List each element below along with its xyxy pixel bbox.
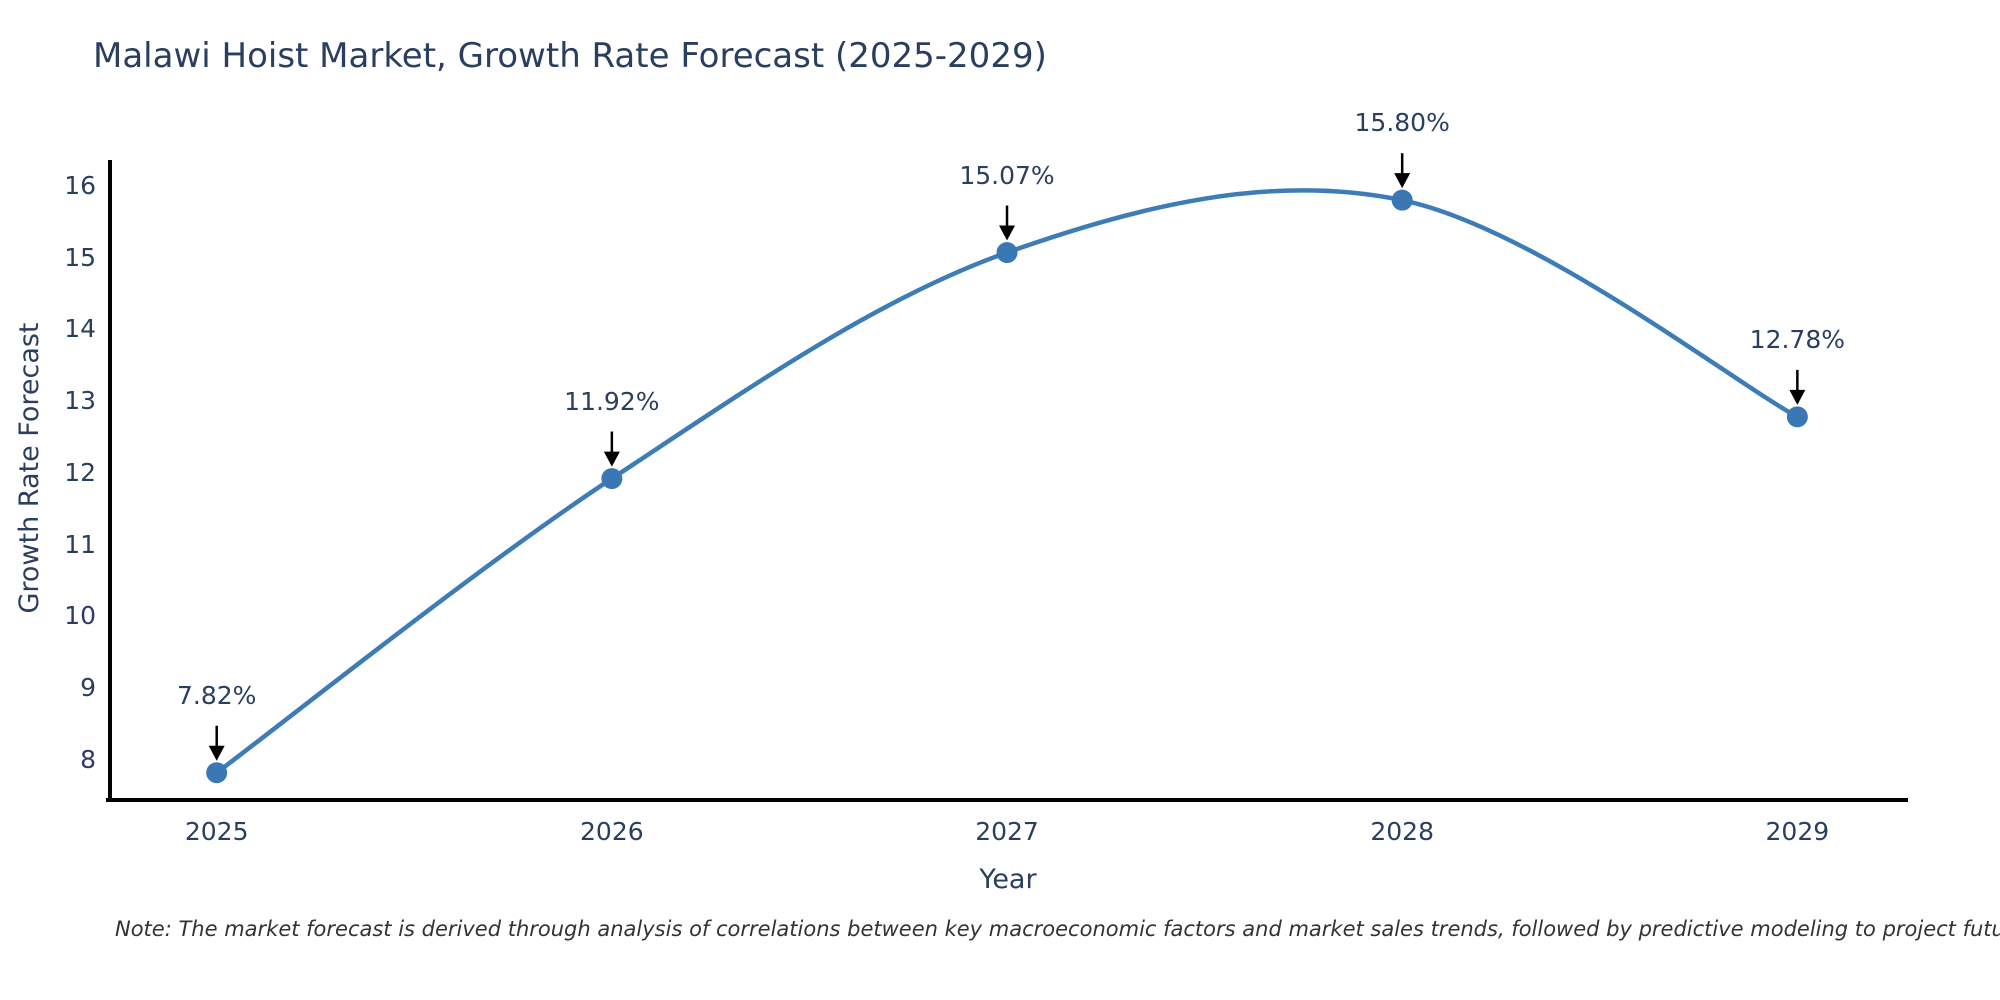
point-value-label: 7.82% <box>176 680 257 710</box>
annotation-arrow-head <box>208 745 225 761</box>
point-value-label: 11.92% <box>564 386 660 416</box>
x-tick-label: 2029 <box>1765 817 1830 846</box>
y-tick-label: 11 <box>64 529 96 559</box>
y-tick-label: 10 <box>64 601 96 631</box>
point-value-label: 15.80% <box>1354 108 1450 138</box>
x-tick-label: 2028 <box>1370 817 1434 846</box>
data-point-marker <box>601 468 623 490</box>
point-value-label: 15.07% <box>959 160 1055 190</box>
y-tick-label: 9 <box>80 673 96 703</box>
data-point-marker <box>1786 406 1808 428</box>
x-tick-label: 2025 <box>184 817 249 846</box>
data-point-marker <box>206 762 228 784</box>
x-axis-title: Year <box>979 864 1037 895</box>
series-line <box>214 188 1800 775</box>
y-tick-label: 8 <box>80 744 96 774</box>
data-point-marker <box>996 242 1018 264</box>
data-point-marker <box>1391 189 1413 211</box>
x-tick-label: 2027 <box>975 817 1039 846</box>
point-value-label: 12.78% <box>1749 324 1845 354</box>
annotation-arrow-head <box>1394 173 1411 189</box>
x-tick-label: 2026 <box>580 817 644 846</box>
y-tick-label: 15 <box>64 242 96 272</box>
annotation-arrow-head <box>999 225 1016 241</box>
annotation-arrow-head <box>1789 389 1806 405</box>
chart-title: Malawi Hoist Market, Growth Rate Forecas… <box>93 36 1047 76</box>
y-tick-label: 12 <box>64 457 96 487</box>
annotation-arrow-head <box>603 451 620 467</box>
y-tick-label: 13 <box>64 386 96 416</box>
y-tick-label: 14 <box>64 314 96 344</box>
footnote: Note: The market forecast is derived thr… <box>115 917 2000 941</box>
y-tick-label: 16 <box>64 170 96 200</box>
